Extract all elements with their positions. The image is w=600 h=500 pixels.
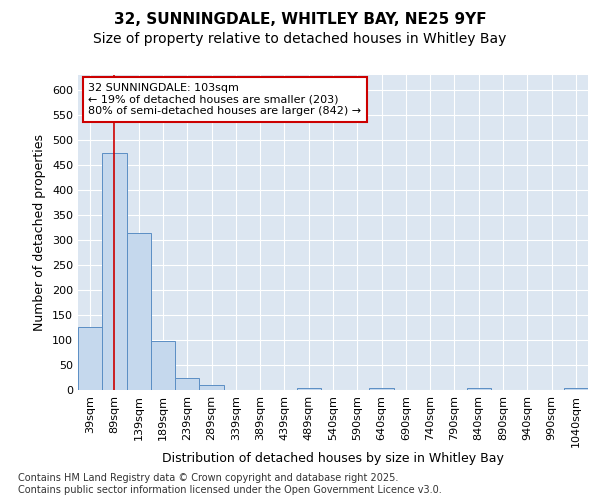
Text: Contains HM Land Registry data © Crown copyright and database right 2025.
Contai: Contains HM Land Registry data © Crown c… — [18, 474, 442, 495]
Bar — [564, 388, 588, 390]
Bar — [370, 388, 394, 390]
Text: 32 SUNNINGDALE: 103sqm
← 19% of detached houses are smaller (203)
80% of semi-de: 32 SUNNINGDALE: 103sqm ← 19% of detached… — [88, 83, 361, 116]
Bar — [78, 326, 102, 390]
Bar — [151, 341, 175, 390]
Text: Size of property relative to detached houses in Whitley Bay: Size of property relative to detached ho… — [94, 32, 506, 46]
Bar — [199, 385, 224, 390]
Bar — [127, 232, 151, 390]
X-axis label: Distribution of detached houses by size in Whitley Bay: Distribution of detached houses by size … — [162, 452, 504, 466]
Bar — [296, 388, 321, 390]
Bar — [467, 388, 491, 390]
Bar — [175, 378, 199, 390]
Y-axis label: Number of detached properties: Number of detached properties — [34, 134, 46, 331]
Bar — [102, 152, 127, 390]
Text: 32, SUNNINGDALE, WHITLEY BAY, NE25 9YF: 32, SUNNINGDALE, WHITLEY BAY, NE25 9YF — [113, 12, 487, 28]
